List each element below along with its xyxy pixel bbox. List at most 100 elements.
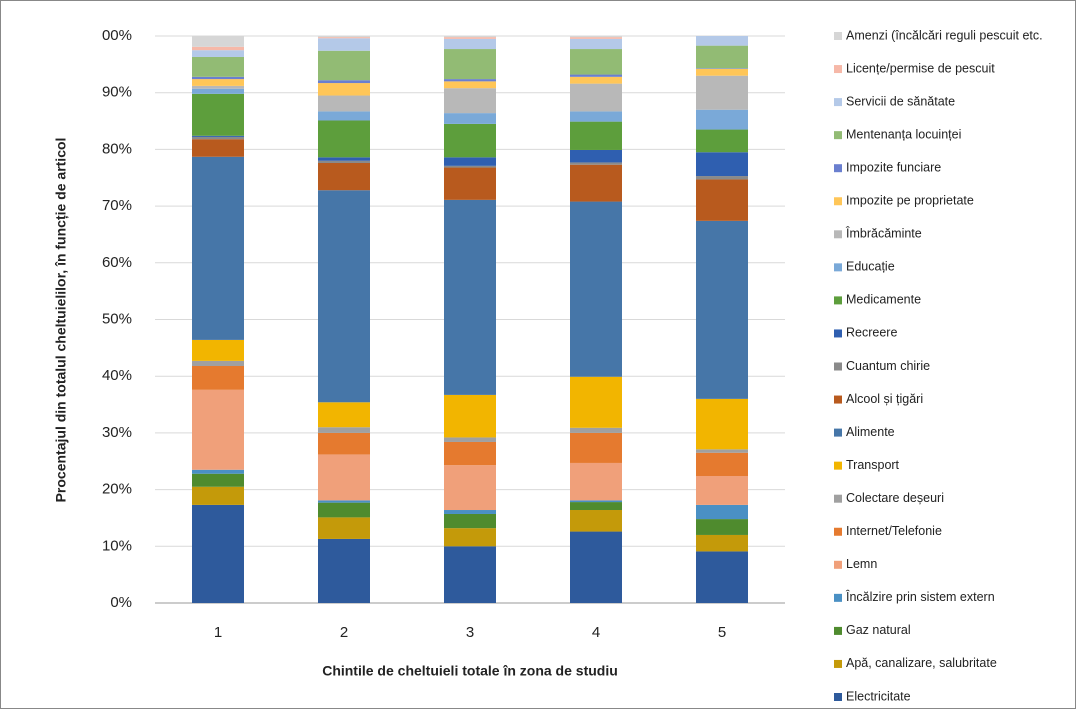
legend-swatch — [834, 164, 842, 173]
bar-segment — [696, 68, 748, 69]
bar-segment — [444, 465, 496, 511]
legend-swatch — [834, 230, 842, 239]
legend-swatch — [834, 263, 842, 272]
bar-segment — [444, 88, 496, 114]
bar-segment — [570, 531, 622, 603]
legend-swatch — [834, 461, 842, 470]
x-tick-label: 2 — [340, 624, 348, 641]
y-tick-label: 10% — [102, 537, 132, 554]
legend-swatch — [834, 659, 842, 668]
bar-segment — [318, 432, 370, 455]
legend-label: Mentenanța locuinței — [846, 127, 961, 141]
x-tick-label: 1 — [214, 624, 222, 641]
bar-segment — [444, 123, 496, 158]
legend-label: Încălzire prin sistem extern — [845, 589, 995, 604]
bar-segment — [696, 152, 748, 177]
bar-segment — [696, 504, 748, 520]
bar-segment — [444, 38, 496, 50]
legend-swatch — [834, 560, 842, 569]
bar-segment — [696, 176, 748, 180]
bar-segment — [318, 538, 370, 603]
bar-segment — [192, 46, 244, 51]
x-axis-title: Chintile de cheltuieli totale în zona de… — [322, 663, 618, 679]
bar-segment — [444, 79, 496, 82]
y-tick-label: 70% — [102, 197, 132, 214]
legend-label: Impozite funciare — [846, 160, 941, 174]
bar-segment — [444, 510, 496, 514]
y-tick-label: 30% — [102, 424, 132, 441]
bar-segment — [696, 129, 748, 153]
legend-label: Recreere — [846, 326, 897, 340]
bar-segment — [570, 37, 622, 39]
bar-segment — [570, 49, 622, 75]
bar-segment — [318, 80, 370, 84]
y-tick-label: 0% — [110, 594, 132, 611]
legend-label: Impozite pe proprietate — [846, 194, 974, 208]
legend-label: Internet/Telefonie — [846, 524, 942, 538]
bar-segment — [318, 160, 370, 164]
bar-segment — [570, 164, 622, 202]
bar-segment — [192, 88, 244, 94]
bar-segment — [192, 486, 244, 505]
legend-swatch — [834, 296, 842, 305]
legend-label: Colectare deșeuri — [846, 491, 944, 505]
bar-segment — [696, 449, 748, 453]
bar-segment — [318, 37, 370, 39]
bar-segment — [318, 454, 370, 501]
legend-swatch — [834, 65, 842, 74]
bar-segment — [570, 500, 622, 503]
bar-segment — [570, 162, 622, 165]
bar-segment — [192, 389, 244, 470]
legend-label: Lemn — [846, 557, 877, 571]
bar-segment — [192, 85, 244, 89]
legend-label: Gaz natural — [846, 623, 911, 637]
bar-segment — [192, 365, 244, 390]
bar-segment — [696, 475, 748, 505]
legend-label: Amenzi (încălcări reguli pescuit etc. — [846, 28, 1043, 42]
y-axis-title: Procentajul din totalul cheltuielilor, î… — [53, 138, 69, 503]
bar-segment — [570, 432, 622, 463]
legend-swatch — [834, 329, 842, 338]
bar-segment — [570, 36, 622, 38]
bar-segment — [318, 517, 370, 539]
bar-segment — [192, 36, 244, 47]
bar-segment — [318, 502, 370, 518]
bar-segment — [192, 360, 244, 366]
bar-segment — [570, 83, 622, 112]
legend-swatch — [834, 693, 842, 701]
legend-swatch — [834, 395, 842, 404]
bar-segment — [192, 469, 244, 474]
legend-swatch — [834, 98, 842, 107]
bar-segment — [696, 220, 748, 399]
bar-segment — [318, 402, 370, 428]
bar-segment — [570, 510, 622, 532]
bar-segment — [444, 437, 496, 442]
bar-segment — [192, 93, 244, 136]
bar-segment — [318, 120, 370, 158]
bar-segment — [444, 37, 496, 39]
bar-segment — [192, 50, 244, 57]
bar-segment — [444, 167, 496, 200]
legend-swatch — [834, 626, 842, 635]
y-tick-label: 50% — [102, 310, 132, 327]
x-tick-label: 5 — [718, 624, 726, 641]
bar-segment — [192, 473, 244, 487]
y-tick-label: 90% — [102, 84, 132, 101]
bar-segment — [444, 81, 496, 89]
bar-segment — [318, 500, 370, 503]
bar-segment — [318, 50, 370, 81]
bar-segment — [570, 376, 622, 428]
bar-segment — [570, 74, 622, 77]
bar-segment — [192, 339, 244, 361]
bar-segment — [192, 156, 244, 340]
bar-segment — [444, 157, 496, 166]
legend-label: Educație — [846, 260, 895, 274]
bar-segment — [696, 534, 748, 552]
bar-segment — [570, 111, 622, 122]
legend-label: Îmbrăcăminte — [845, 226, 922, 241]
bar-segment — [192, 56, 244, 77]
bar-segment — [696, 179, 748, 221]
legend-label: Medicamente — [846, 293, 921, 307]
